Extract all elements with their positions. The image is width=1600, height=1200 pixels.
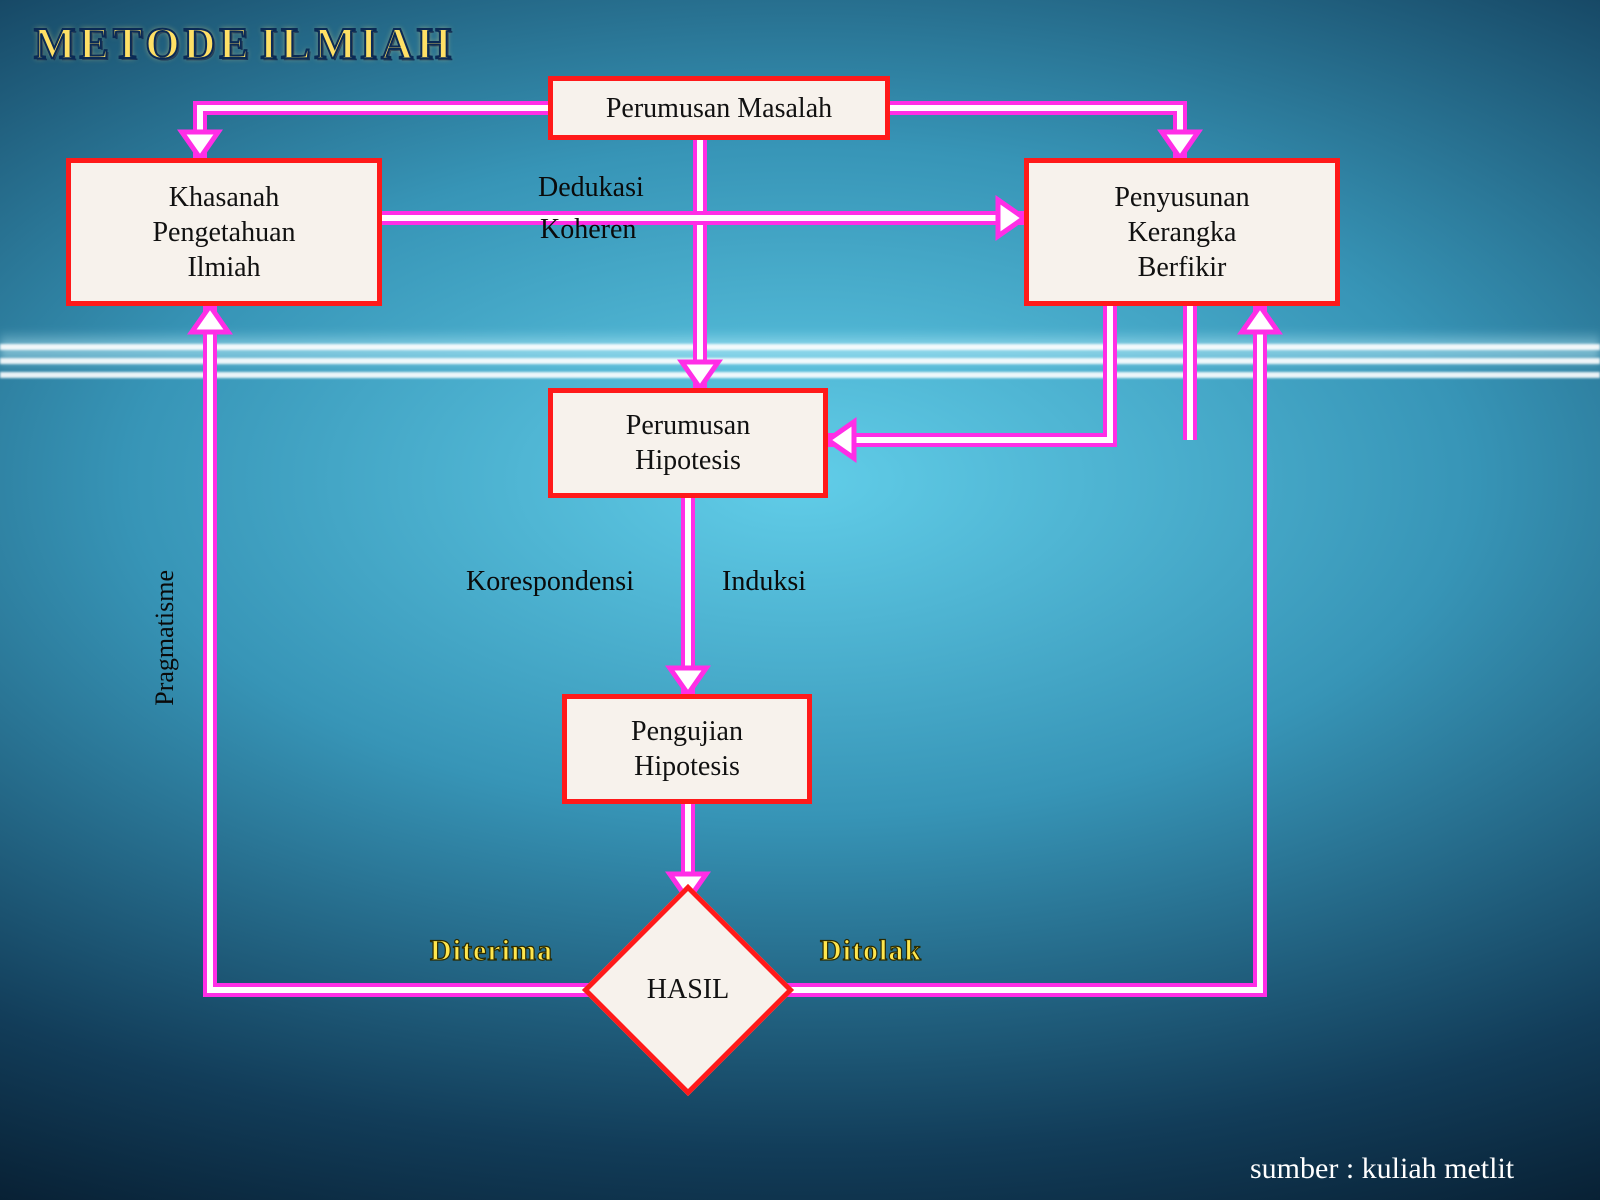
- node-label: KhasanahPengetahuanIlmiah: [152, 180, 295, 285]
- node-penyusunan: PenyusunanKerangkaBerfikir: [1024, 158, 1340, 306]
- node-label: PerumusanHipotesis: [626, 408, 750, 478]
- edge-label-ditolak: Ditolak: [820, 934, 922, 968]
- node-perumusan-masalah: Perumusan Masalah: [548, 76, 890, 140]
- node-label: Perumusan Masalah: [606, 91, 832, 126]
- node-label: PenyusunanKerangkaBerfikir: [1114, 180, 1249, 285]
- glow-band-2: [0, 358, 1600, 364]
- node-perumusan-hipotesis: PerumusanHipotesis: [548, 388, 828, 498]
- edge-label-pragmatisme: Pragmatisme: [150, 570, 180, 706]
- edge-label-diterima: Diterima: [430, 934, 553, 968]
- title-word-2: ILMIAH: [260, 18, 455, 69]
- node-pengujian-hipotesis: PengujianHipotesis: [562, 694, 812, 804]
- edge-label-dedukasi: Dedukasi: [538, 172, 644, 204]
- node-label: PengujianHipotesis: [631, 714, 743, 784]
- node-hasil: HASIL: [582, 884, 795, 1097]
- edge-label-korespondensi: Korespondensi: [466, 566, 634, 598]
- edge-label-induksi: Induksi: [722, 566, 806, 598]
- source-credit: sumber : kuliah metlit: [1250, 1152, 1514, 1186]
- edge-label-koheren: Koheren: [540, 214, 636, 246]
- node-label: HASIL: [647, 974, 729, 1006]
- title-word-1: METODE: [34, 18, 253, 69]
- glow-band-soft: [0, 330, 1600, 370]
- glow-band-1: [0, 344, 1600, 350]
- node-khasanah: KhasanahPengetahuanIlmiah: [66, 158, 382, 306]
- glow-band-3: [0, 372, 1600, 378]
